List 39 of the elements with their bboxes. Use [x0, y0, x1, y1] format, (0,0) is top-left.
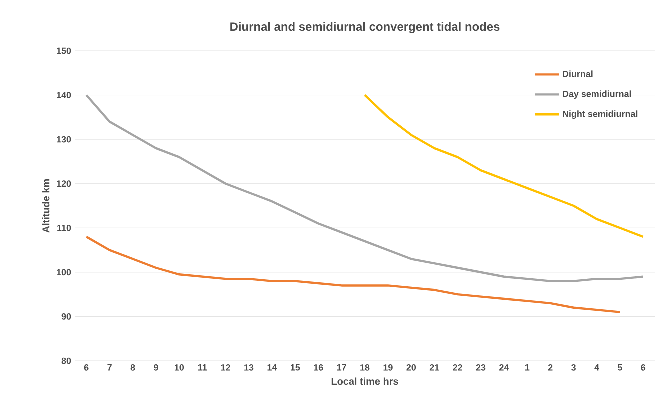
chart-title: Diurnal and semidiurnal convergent tidal nodes: [230, 22, 500, 34]
y-tick-label: 130: [57, 136, 72, 143]
x-tick-label: 22: [453, 364, 462, 371]
x-tick-label: 10: [174, 364, 184, 371]
x-tick-label: 12: [221, 364, 230, 371]
x-tick-label: 11: [198, 364, 208, 371]
x-tick-label: 9: [154, 364, 158, 371]
x-tick-label: 23: [476, 364, 486, 371]
x-tick-label: 4: [594, 364, 600, 371]
y-tick-label: 140: [57, 92, 72, 98]
y-tick-label: 100: [57, 269, 72, 276]
x-tick-label: 21: [430, 364, 440, 371]
x-tick-label: 3: [572, 364, 576, 371]
legend-label: Day semidiurnal: [563, 90, 632, 100]
x-tick-label: 1: [525, 364, 530, 371]
y-tick-label: 90: [62, 314, 72, 320]
x-tick-label: 15: [290, 364, 300, 371]
legend-label: Diurnal: [563, 70, 593, 78]
x-tick-label: 16: [314, 364, 324, 371]
x-tick-label: 6: [641, 364, 646, 371]
y-axis-title: Altitude km: [42, 179, 50, 233]
x-tick-label: 17: [337, 364, 346, 371]
y-tick-label: 120: [57, 180, 72, 188]
x-tick-label: 14: [268, 364, 278, 371]
x-tick-label: 2: [548, 364, 553, 371]
x-tick-label: 24: [500, 364, 510, 371]
x-tick-label: 18: [360, 364, 370, 371]
x-tick-label: 8: [130, 364, 136, 371]
x-tick-label: 7: [108, 364, 112, 371]
x-tick-label: 6: [84, 364, 89, 371]
x-axis-title: Local time hrs: [332, 378, 398, 386]
y-tick-label: 110: [58, 224, 72, 232]
x-tick-label: 5: [618, 364, 622, 371]
y-tick-label: 80: [62, 358, 72, 364]
y-tick-label: 150: [57, 48, 72, 54]
x-tick-label: 13: [244, 364, 254, 371]
legend-label: Night semidiurnal: [563, 110, 638, 120]
x-tick-label: 20: [406, 364, 416, 371]
x-tick-label: 19: [384, 364, 393, 371]
